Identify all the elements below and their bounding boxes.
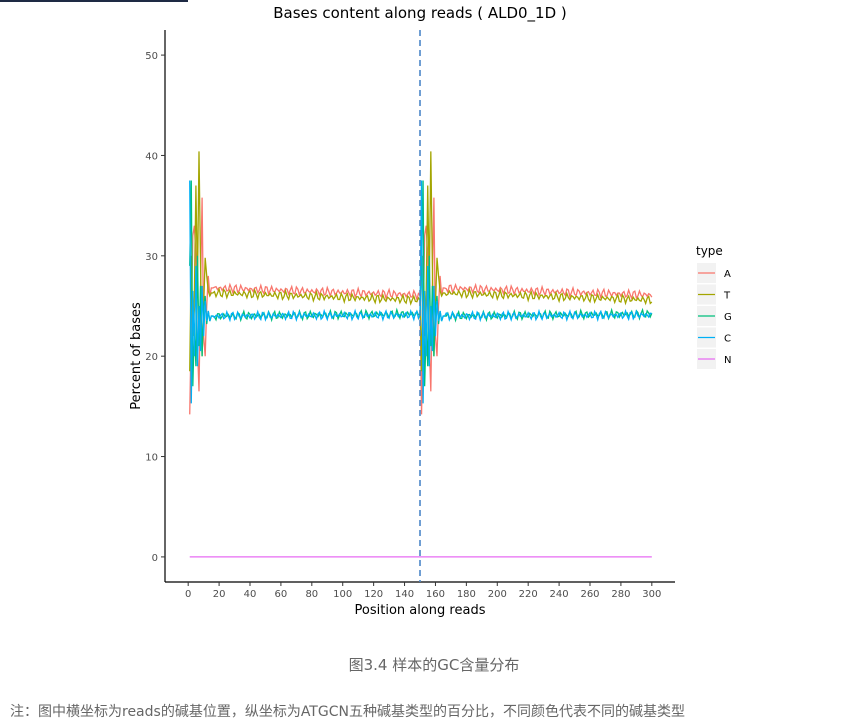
x-tick-label: 220: [519, 589, 538, 600]
legend-label-T: T: [723, 291, 731, 302]
x-tick-label: 60: [275, 589, 288, 600]
x-tick-label: 20: [213, 589, 226, 600]
chart-axes: 0 20 40 60 80 100 120 140 160 180 200 220 240 260 280 3…: [129, 30, 675, 618]
legend-label-N: N: [724, 355, 731, 366]
legend-label-A: A: [724, 269, 731, 280]
y-tick-label: 20: [145, 352, 158, 363]
figure-note: 注：图中横坐标为reads的碱基位置，纵坐标为ATGCN五种碱基类型的百分比，不…: [10, 704, 685, 720]
x-tick-label: 140: [395, 589, 414, 600]
y-tick-label: 30: [145, 252, 158, 263]
y-tick-label: 40: [145, 151, 158, 162]
x-tick-label: 40: [244, 589, 257, 600]
x-tick-label: 280: [611, 589, 630, 600]
x-tick-label: 200: [488, 589, 507, 600]
y-axis-label: Percent of bases: [129, 302, 144, 410]
legend-label-G: G: [724, 312, 732, 323]
x-tick-label: 240: [550, 589, 569, 600]
y-tick-label: 10: [145, 453, 158, 464]
x-tick-label: 260: [580, 589, 599, 600]
chart-title: Bases content along reads ( ALD0_1D ): [273, 4, 567, 22]
y-tick-label: 50: [145, 51, 158, 62]
x-tick-label: 180: [457, 589, 476, 600]
series-line-C: [189, 180, 652, 404]
top-accent-line: [0, 0, 188, 2]
x-tick-label: 0: [185, 589, 191, 600]
x-axis-label: Position along reads: [355, 603, 486, 618]
x-tick-label: 300: [642, 589, 661, 600]
legend-label-C: C: [724, 334, 731, 345]
x-tick-label: 100: [333, 589, 352, 600]
y-tick-label: 0: [152, 553, 158, 564]
x-tick-label: 80: [305, 589, 318, 600]
figure-caption: 图3.4 样本的GC含量分布: [348, 656, 520, 674]
legend-title: type: [696, 244, 723, 258]
x-tick-label: 120: [364, 589, 383, 600]
x-tick-label: 160: [426, 589, 445, 600]
